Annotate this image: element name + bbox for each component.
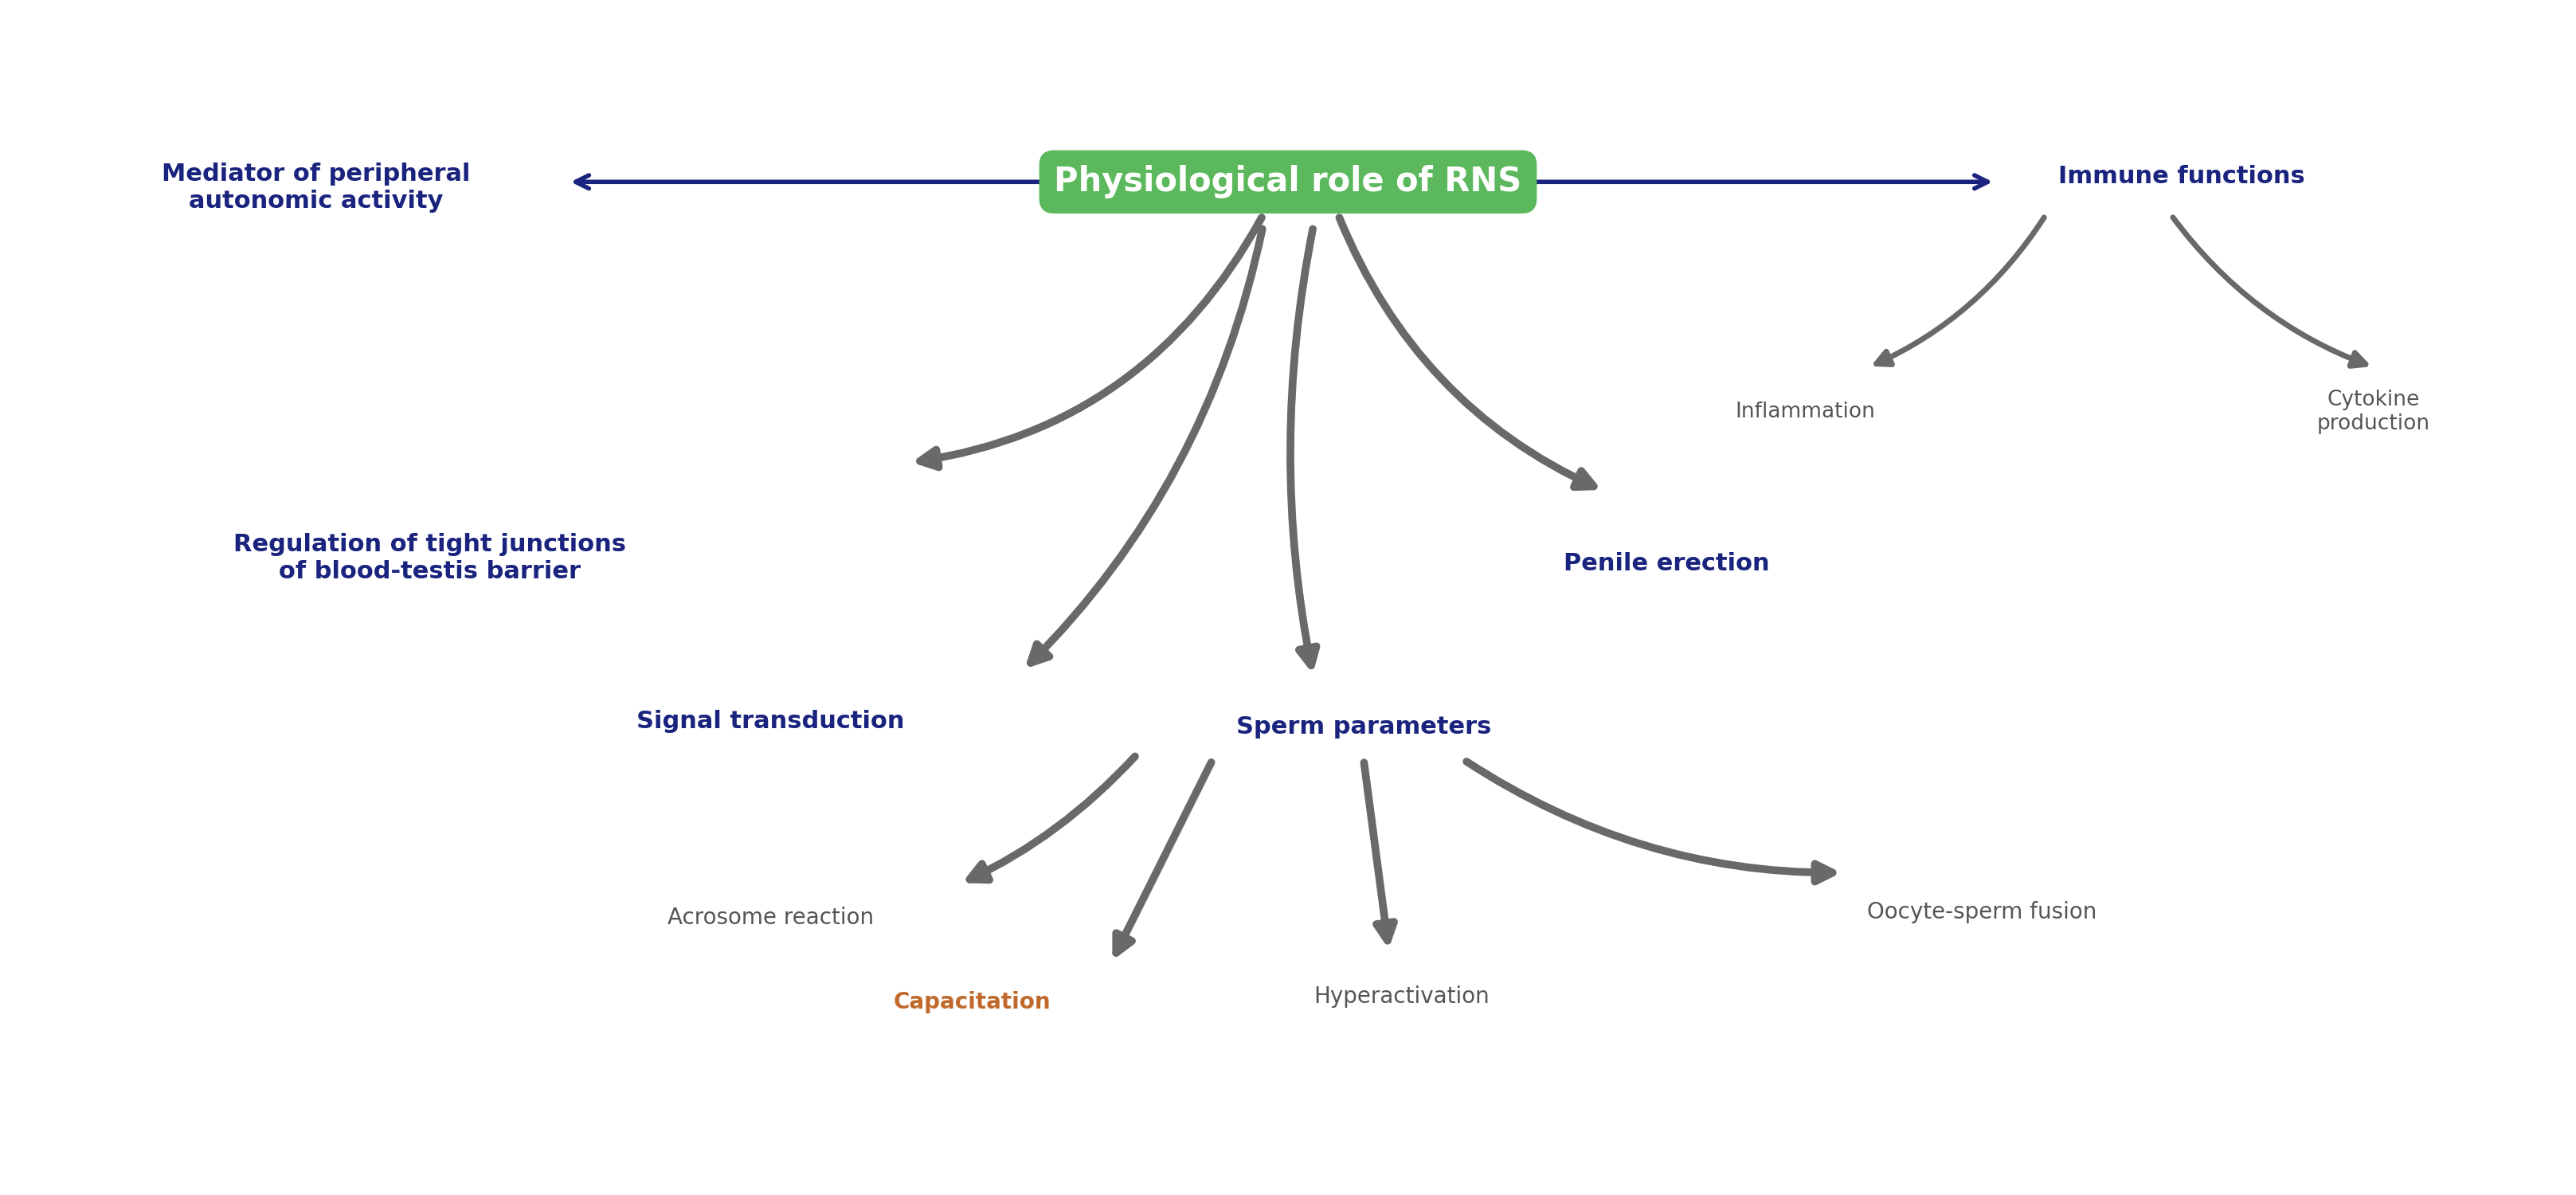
Text: Oocyte-sperm fusion: Oocyte-sperm fusion [1868,901,2097,924]
Text: Penile erection: Penile erection [1564,552,1770,575]
Text: Acrosome reaction: Acrosome reaction [667,907,873,929]
Text: Immune functions: Immune functions [2058,165,2306,188]
Text: Sperm parameters: Sperm parameters [1236,715,1492,739]
Text: Hyperactivation: Hyperactivation [1314,985,1489,1007]
Text: Mediator of peripheral
autonomic activity: Mediator of peripheral autonomic activit… [162,163,471,213]
Text: Cytokine
production: Cytokine production [2316,390,2429,435]
Text: Signal transduction: Signal transduction [636,710,904,733]
Text: Capacitation: Capacitation [894,991,1051,1013]
Text: Physiological role of RNS: Physiological role of RNS [1054,165,1522,198]
Text: Regulation of tight junctions
of blood-testis barrier: Regulation of tight junctions of blood-t… [234,533,626,583]
Text: Inflammation: Inflammation [1736,402,1875,423]
